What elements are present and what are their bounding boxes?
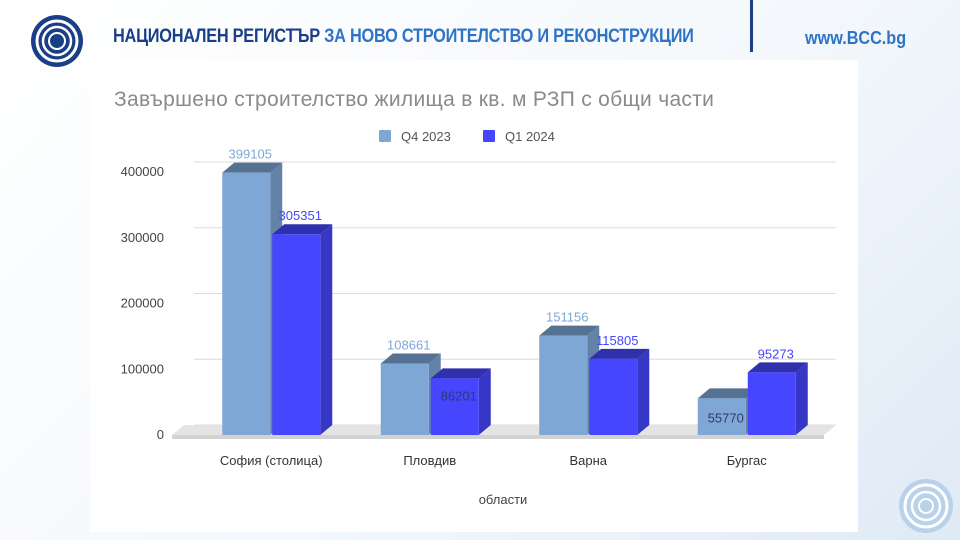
- header-banner: НАЦИОНАЛЕН РЕГИСТЪР ЗА НОВО СТРОИТЕЛСТВО…: [0, 0, 960, 80]
- chart-card: Завършено строителство жилища в кв. м РЗ…: [90, 60, 858, 532]
- y-tick-label: 100000: [121, 361, 164, 376]
- data-labels: 399105 305351 108661 86201 151156 115805 55770…: [229, 147, 794, 426]
- legend-label: Q1 2024: [505, 129, 555, 144]
- y-tick-label: 0: [157, 427, 164, 442]
- x-tick-label: Бургас: [727, 453, 768, 468]
- header-divider: [750, 0, 753, 52]
- data-label: 399105: [229, 147, 272, 162]
- bcc-logo-icon: [31, 15, 83, 67]
- bar-series: [222, 162, 808, 435]
- y-tick-label: 400000: [121, 164, 164, 179]
- chart-legend: Q4 2023 Q1 2024: [379, 129, 555, 144]
- x-tick-label: Пловдив: [403, 453, 456, 468]
- bar: [272, 224, 333, 435]
- banner-title: НАЦИОНАЛЕН РЕГИСТЪР ЗА НОВО СТРОИТЕЛСТВО…: [113, 26, 694, 48]
- x-tick-label: Варна: [569, 453, 607, 468]
- x-axis-ticks: София (столица) Пловдив Варна Бургас: [220, 453, 767, 468]
- legend-swatch: [379, 130, 391, 142]
- y-tick-label: 300000: [121, 230, 164, 245]
- data-label: 108661: [387, 338, 430, 353]
- legend-item: Q4 2023: [379, 129, 451, 144]
- x-tick-label: София (столица): [220, 453, 323, 468]
- y-tick-label: 200000: [121, 296, 164, 311]
- x-axis-label: области: [479, 492, 528, 507]
- y-axis-ticks: 0 100000 200000 300000 400000: [121, 164, 164, 442]
- legend-item: Q1 2024: [483, 129, 555, 144]
- legend-label: Q4 2023: [401, 129, 451, 144]
- data-label: 55770: [708, 410, 744, 425]
- floor-edge: [172, 435, 824, 439]
- data-label: 115805: [596, 333, 638, 348]
- data-label: 151156: [546, 310, 588, 325]
- data-label: 305351: [279, 208, 322, 223]
- chart-title: Завършено строителство жилища в кв. м РЗ…: [114, 88, 714, 111]
- bar-chart: Завършено строителство жилища в кв. м РЗ…: [114, 88, 836, 507]
- banner-title-part2: ЗА НОВО СТРОИТЕЛСТВО И РЕКОНСТРУКЦИИ: [324, 26, 694, 47]
- banner-title-part1: НАЦИОНАЛЕН РЕГИСТЪР: [113, 26, 320, 47]
- floor-plane: [172, 425, 836, 435]
- website-link[interactable]: www.BCC.bg: [805, 28, 907, 48]
- data-label: 86201: [441, 388, 477, 403]
- bar: [747, 362, 808, 435]
- chart-floor: [172, 425, 836, 439]
- data-label: 95273: [758, 346, 794, 361]
- legend-swatch: [483, 130, 495, 142]
- bar: [589, 348, 650, 435]
- bar: [430, 368, 491, 435]
- corner-logo-icon: [899, 479, 953, 533]
